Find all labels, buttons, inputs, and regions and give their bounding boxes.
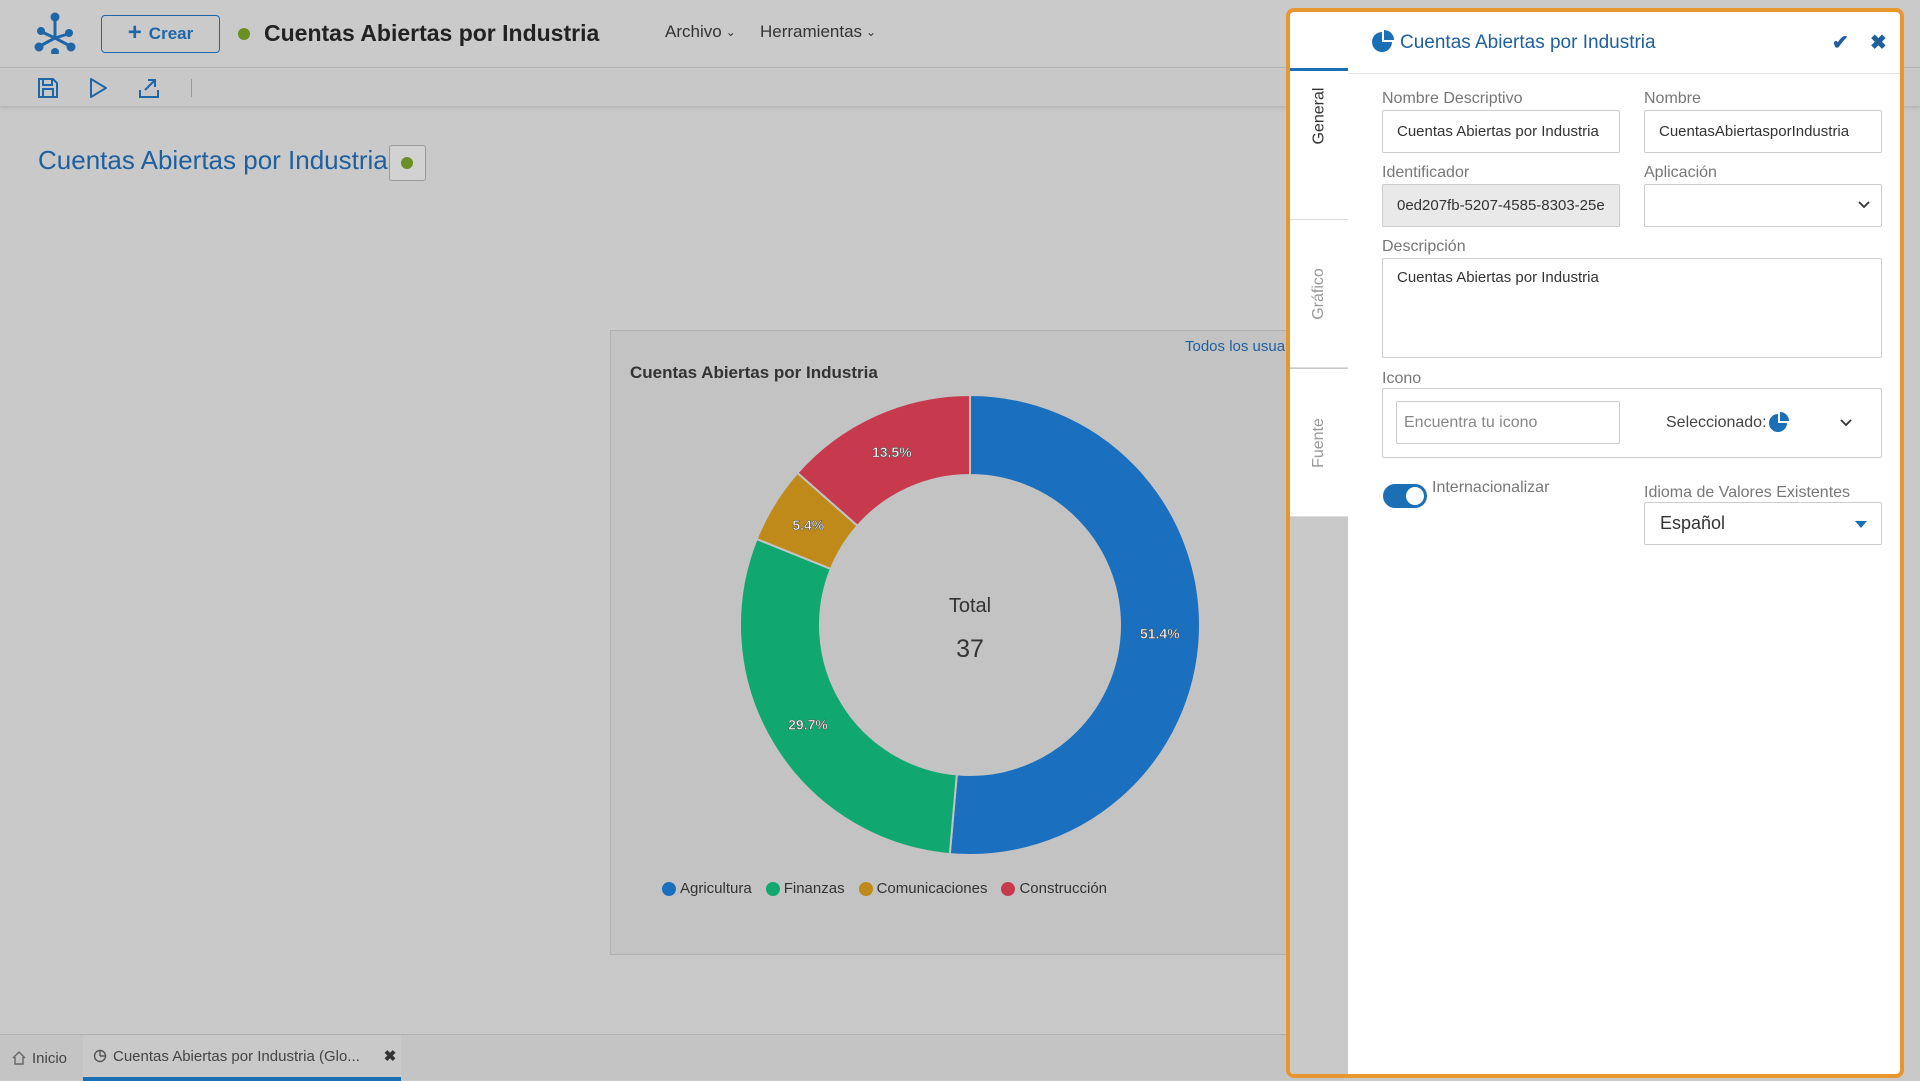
report-title: Cuentas Abiertas por Industria bbox=[38, 145, 388, 175]
menu-tools-label: Herramientas bbox=[760, 22, 863, 41]
description-textarea[interactable]: Cuentas Abiertas por Industria bbox=[1382, 258, 1882, 358]
application-label: Aplicación bbox=[1644, 164, 1717, 181]
chevron-down-icon[interactable] bbox=[1839, 416, 1853, 430]
chevron-down-icon: ⌄ bbox=[866, 25, 877, 39]
home-icon bbox=[12, 1051, 26, 1065]
plus-icon: + bbox=[127, 19, 142, 46]
chart-center-label: Total bbox=[948, 595, 992, 617]
chart-title: Cuentas Abiertas por Industria bbox=[630, 363, 878, 382]
panel-title: Cuentas Abiertas por Industria bbox=[1400, 32, 1656, 53]
tab-chart[interactable]: Gráfico bbox=[1290, 220, 1348, 368]
chart-center-value: 37 bbox=[956, 635, 984, 663]
save-icon[interactable] bbox=[36, 76, 60, 100]
status-button[interactable] bbox=[389, 145, 426, 181]
legend-item-finanzas[interactable]: Finanzas bbox=[765, 880, 845, 897]
caret-down-icon bbox=[1855, 521, 1867, 528]
icon-picker: Encuentra tu icono Seleccionado: bbox=[1382, 388, 1882, 458]
toggle-knob bbox=[1406, 487, 1424, 505]
tab-general-label: General bbox=[1309, 87, 1327, 144]
close-icon[interactable]: ✖ bbox=[1870, 32, 1887, 54]
legend-label: Comunicaciones bbox=[876, 880, 988, 897]
chevron-down-icon: ⌄ bbox=[725, 25, 736, 39]
status-dot bbox=[401, 157, 413, 169]
pie-chart-icon bbox=[1769, 412, 1789, 432]
legend-marker bbox=[1001, 881, 1016, 896]
status-dot bbox=[238, 28, 250, 40]
chart-legend: Agricultura Finanzas Comunicaciones Constru… bbox=[662, 880, 1107, 897]
properties-panel: General Gráfico Fuente Cuentas Abiertas … bbox=[1286, 8, 1904, 1078]
name-input[interactable]: CuentasAbiertasporIndustria bbox=[1644, 110, 1882, 153]
app-logo-icon[interactable] bbox=[34, 12, 76, 54]
tab-source[interactable]: Fuente bbox=[1290, 369, 1348, 517]
application-select[interactable] bbox=[1644, 184, 1882, 227]
name-label: Nombre bbox=[1644, 90, 1701, 107]
identifier-input: 0ed207fb-5207-4585-8303-25e bbox=[1382, 184, 1620, 227]
close-icon[interactable]: ✖ bbox=[383, 1048, 397, 1065]
language-label: Idioma de Valores Existentes bbox=[1644, 484, 1851, 501]
export-icon[interactable] bbox=[137, 76, 161, 100]
tab-home[interactable]: Inicio bbox=[12, 1035, 82, 1081]
icon-label: Icono bbox=[1382, 370, 1422, 387]
descriptive-name-input[interactable]: Cuentas Abiertas por Industria bbox=[1382, 110, 1620, 153]
internationalize-label: Internacionalizar bbox=[1432, 479, 1550, 496]
legend-item-agricultura[interactable]: Agricultura bbox=[662, 880, 752, 897]
active-tab-indicator bbox=[1290, 68, 1348, 71]
pie-chart-icon bbox=[1372, 30, 1394, 52]
internationalize-toggle[interactable] bbox=[1383, 484, 1427, 508]
pie-chart-icon bbox=[93, 1049, 107, 1063]
tab-home-label: Inicio bbox=[32, 1049, 68, 1067]
bottom-tab-bar: Inicio Cuentas Abiertas por Industria (G… bbox=[0, 1034, 1344, 1081]
tab-report-label: Cuentas Abiertas por Industria (Glo... bbox=[113, 1047, 360, 1065]
legend-marker bbox=[765, 881, 780, 896]
identifier-label: Identificador bbox=[1382, 164, 1470, 181]
legend-marker bbox=[662, 881, 676, 896]
icon-selected-label: Seleccionado: bbox=[1666, 414, 1767, 431]
create-button[interactable]: + Crear bbox=[101, 15, 220, 53]
chevron-down-icon bbox=[1858, 201, 1870, 209]
icon-search-input[interactable]: Encuentra tu icono bbox=[1396, 401, 1620, 444]
legend-label: Finanzas bbox=[783, 880, 845, 897]
all-users-link[interactable]: Todos los usua bbox=[1185, 338, 1285, 355]
menu-tools[interactable]: Herramientas ⌄ bbox=[760, 22, 876, 42]
legend-marker bbox=[858, 881, 873, 896]
tab-source-label: Fuente bbox=[1310, 417, 1327, 468]
description-label: Descripción bbox=[1382, 238, 1466, 255]
menu-file-label: Archivo bbox=[665, 22, 722, 41]
descriptive-name-label: Nombre Descriptivo bbox=[1382, 90, 1523, 107]
tab-general[interactable]: General bbox=[1290, 12, 1348, 220]
page-title: Cuentas Abiertas por Industria bbox=[264, 20, 600, 46]
legend-label: Construcción bbox=[1019, 880, 1108, 897]
menu-file[interactable]: Archivo ⌄ bbox=[665, 22, 736, 42]
language-select[interactable]: Español bbox=[1644, 502, 1882, 545]
language-value: Español bbox=[1660, 513, 1726, 533]
legend-item-comunicaciones[interactable]: Comunicaciones bbox=[858, 880, 988, 897]
confirm-check-icon[interactable]: ✔ bbox=[1832, 32, 1849, 54]
tab-report[interactable]: Cuentas Abiertas por Industria (Glo... ✖ bbox=[83, 1035, 401, 1081]
play-icon[interactable] bbox=[86, 76, 110, 100]
legend-label: Agricultura bbox=[680, 880, 752, 897]
legend-item-construcción[interactable]: Construcción bbox=[1001, 880, 1107, 897]
toolbar-divider bbox=[191, 79, 192, 97]
tab-chart-label: Gráfico bbox=[1309, 267, 1327, 320]
panel-header: Cuentas Abiertas por Industria ✔ ✖ bbox=[1348, 12, 1900, 74]
create-button-label: Crear bbox=[148, 24, 194, 43]
